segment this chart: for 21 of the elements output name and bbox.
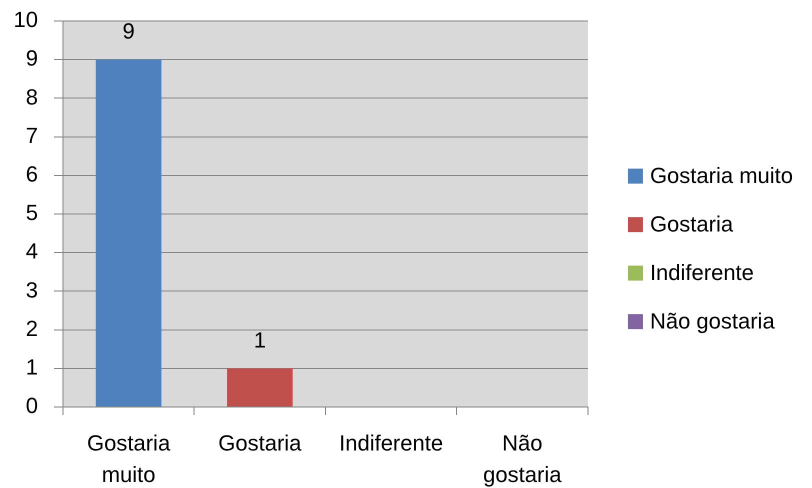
y-tick-label: 5 [26, 200, 38, 226]
legend-label: Indiferente [650, 260, 754, 286]
legend-label: Não gostaria [650, 308, 776, 334]
y-tick-label: 10 [14, 7, 38, 32]
y-tick-label: 1 [26, 354, 38, 380]
legend-label: Gostaria [650, 212, 734, 237]
data-label: 9 [122, 18, 135, 44]
x-tick-label: Gostaria muito [87, 430, 171, 487]
y-tick-label: 8 [26, 84, 38, 110]
y-tick-label: 9 [26, 46, 38, 71]
legend-label: Gostaria muito [650, 163, 794, 188]
x-tick-label: Indiferente [339, 430, 444, 456]
y-tick-label: 0 [26, 393, 38, 418]
y-tick-label: 6 [26, 161, 38, 186]
x-tick-label: Não gostaria [483, 430, 562, 487]
y-tick-label: 3 [26, 277, 38, 302]
y-tick-label: 4 [26, 238, 38, 264]
data-label: 1 [254, 327, 266, 352]
x-tick-label: Gostaria [218, 430, 302, 456]
y-tick-label: 7 [26, 122, 38, 148]
y-tick-label: 2 [26, 316, 38, 341]
